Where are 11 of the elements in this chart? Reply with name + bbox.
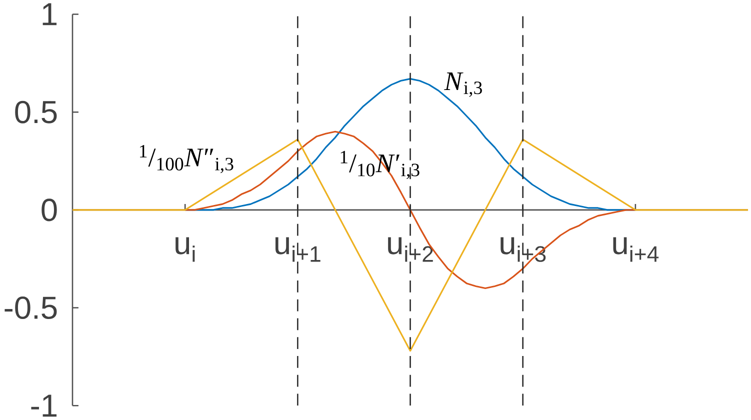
y-tick-label: -0.5: [4, 296, 57, 320]
y-tick-label: 1: [42, 3, 57, 26]
series-label: $^{1}$/$_{100}$N″$_{i,3}$: [140, 145, 234, 174]
y-tick-label: 0: [42, 198, 57, 222]
y-tick-label: 0.5: [15, 100, 57, 124]
x-tick-label: u$_{i+4}$: [613, 237, 659, 262]
series-label: N$_{i,3}$: [444, 72, 482, 97]
x-tick-label: u$_{i}$: [176, 237, 195, 262]
y-tick-label: -1: [31, 394, 57, 417]
x-tick-label: u$_{i+2}$: [388, 237, 433, 262]
x-tick-label: u$_{i+1}$: [275, 237, 320, 262]
